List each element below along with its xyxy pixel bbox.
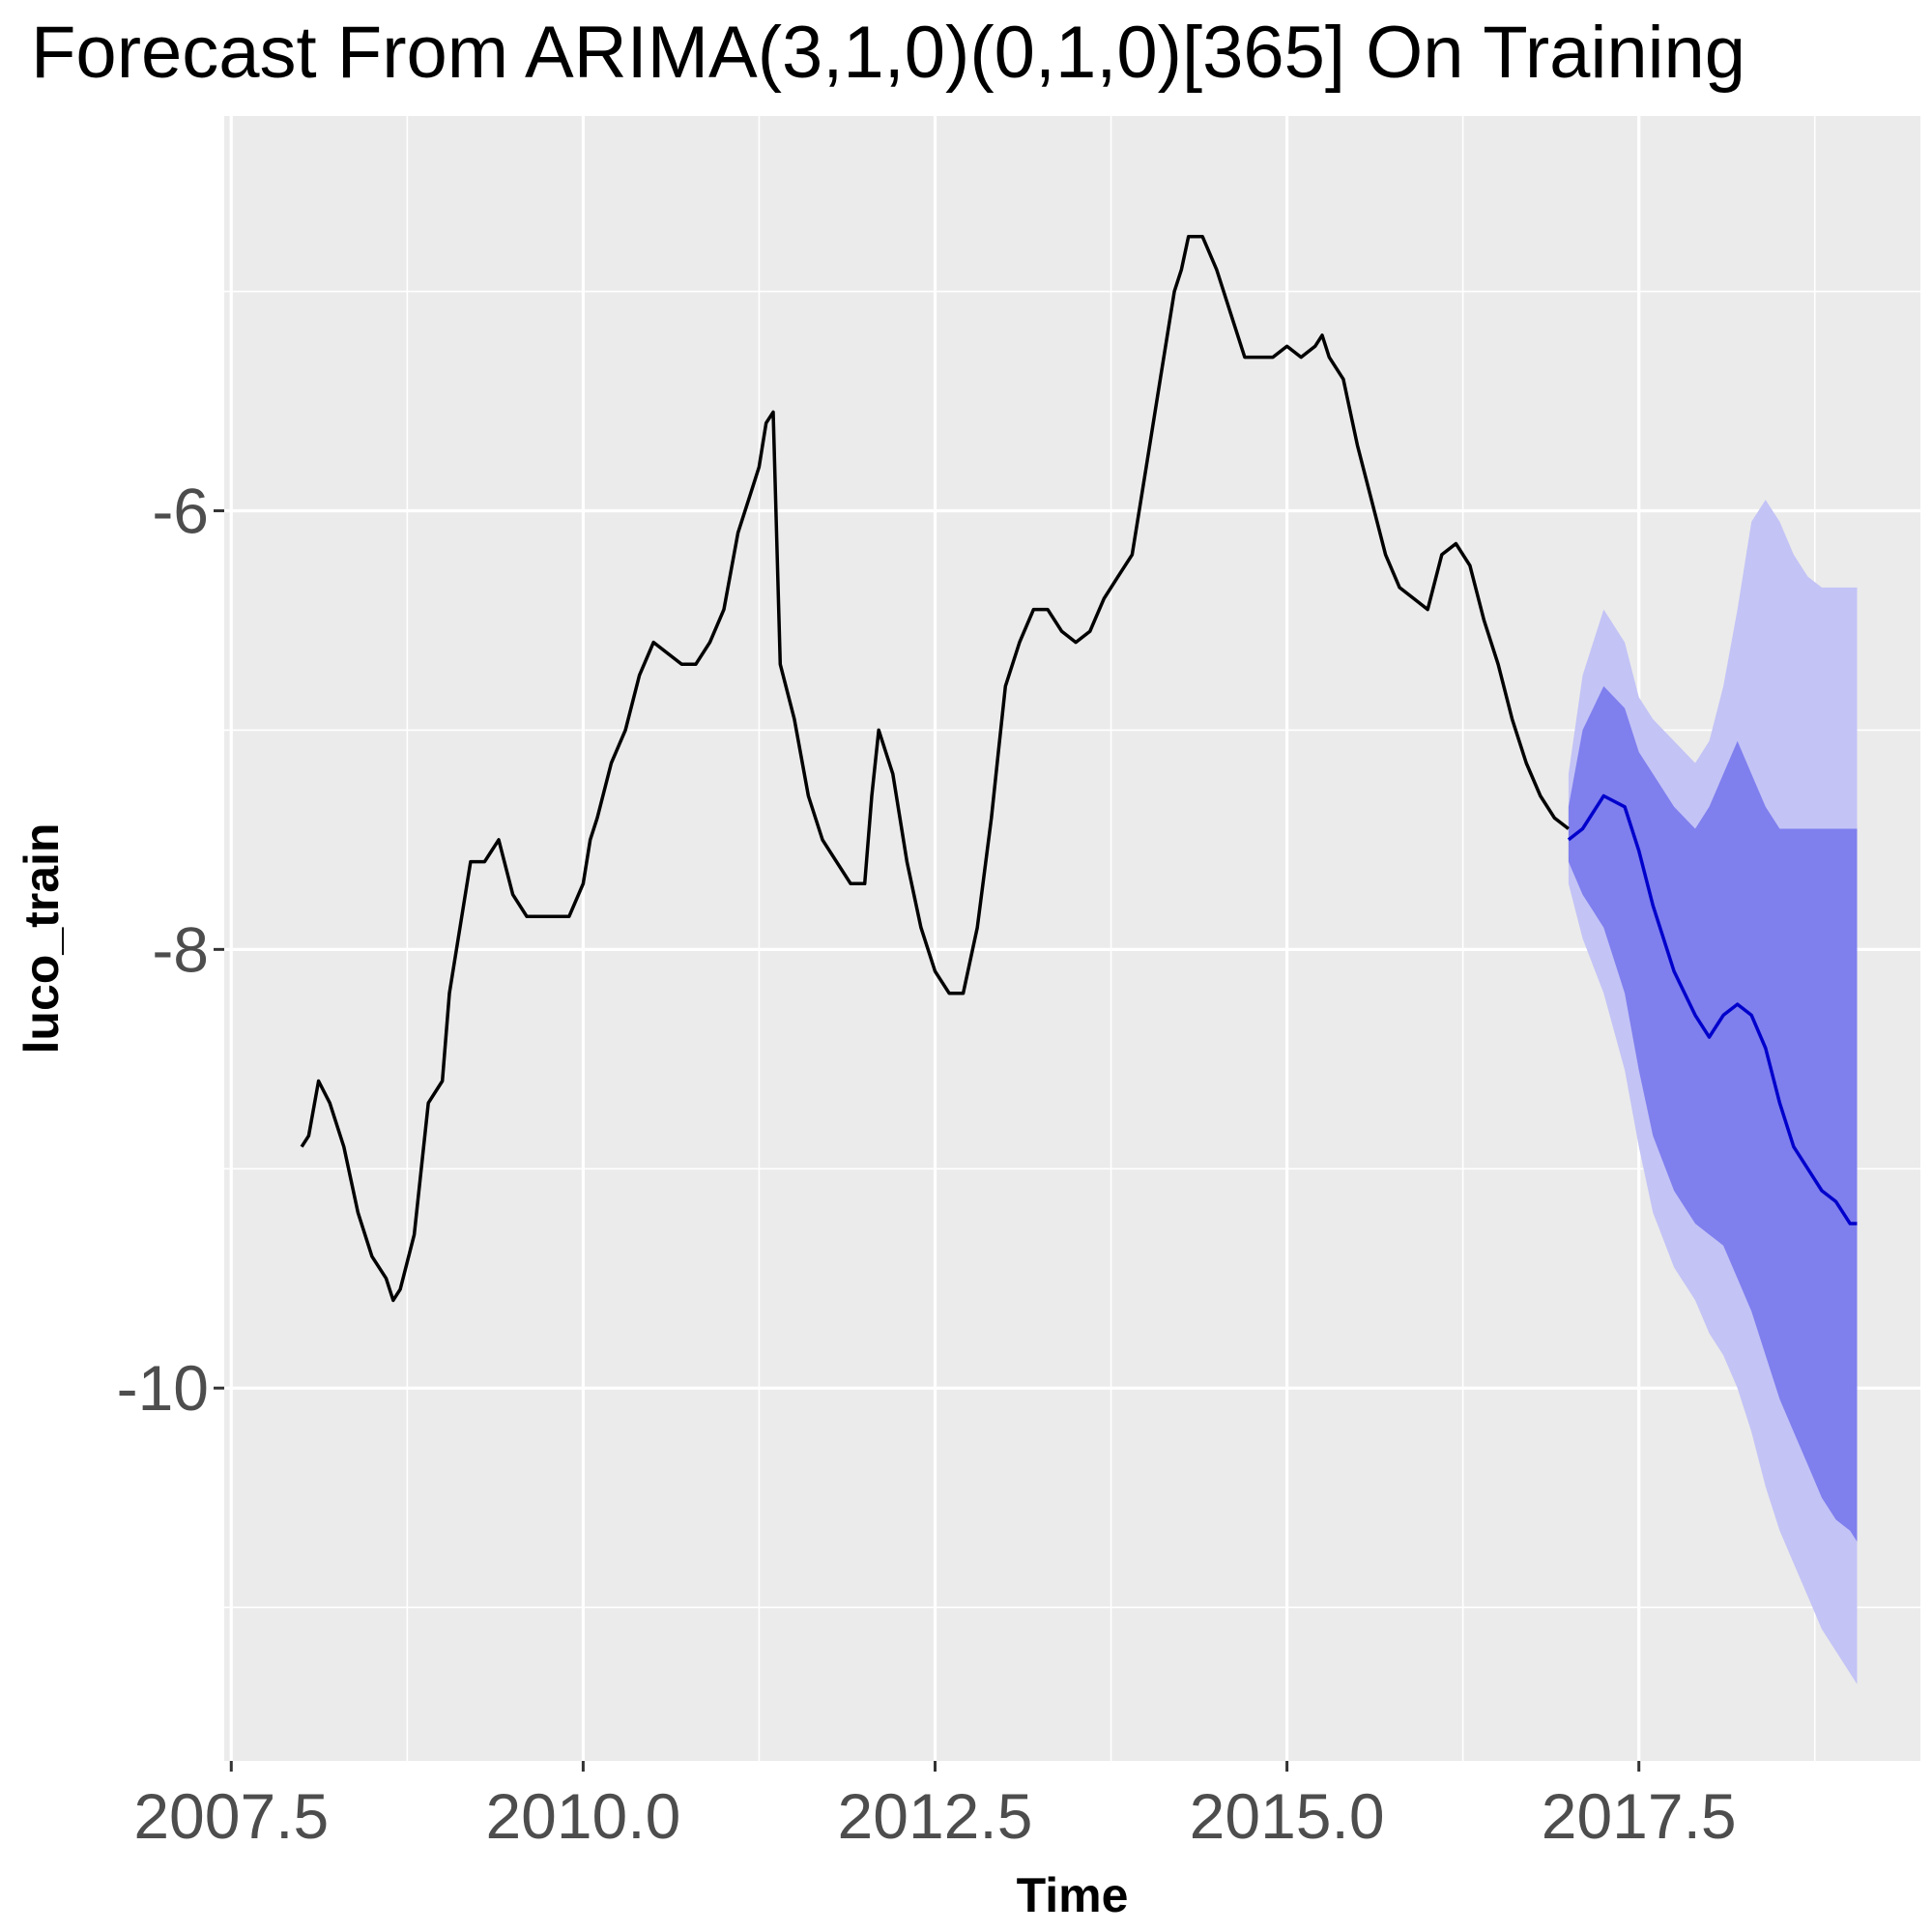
tick-labels: -6 -8 -10 2007.5 2010.0 2012.5 2015.0 2017.5 bbox=[117, 475, 1737, 1852]
history-line bbox=[300, 235, 1570, 1303]
x-tick-label: 2015.0 bbox=[1190, 1780, 1385, 1852]
axis-ticks bbox=[214, 508, 1641, 1772]
chart-title: Forecast From ARIMA(3,1,0)(0,1,0)[365] O… bbox=[31, 12, 1745, 94]
y-tick-label: -8 bbox=[152, 913, 209, 985]
prediction-intervals bbox=[1568, 500, 1858, 1685]
y-axis-title: luco_train bbox=[14, 823, 69, 1054]
x-axis-title: Time bbox=[1017, 1868, 1129, 1922]
forecast-line bbox=[1567, 793, 1858, 1226]
series-lines bbox=[300, 235, 1858, 1303]
x-tick-label: 2007.5 bbox=[133, 1780, 329, 1852]
x-tick-label: 2010.0 bbox=[485, 1780, 680, 1852]
band-80 bbox=[1568, 686, 1858, 1543]
x-tick-label: 2017.5 bbox=[1542, 1780, 1737, 1852]
x-tick-label: 2012.5 bbox=[838, 1780, 1033, 1852]
y-tick-label: -6 bbox=[152, 475, 209, 546]
y-tick-label: -10 bbox=[117, 1352, 209, 1424]
